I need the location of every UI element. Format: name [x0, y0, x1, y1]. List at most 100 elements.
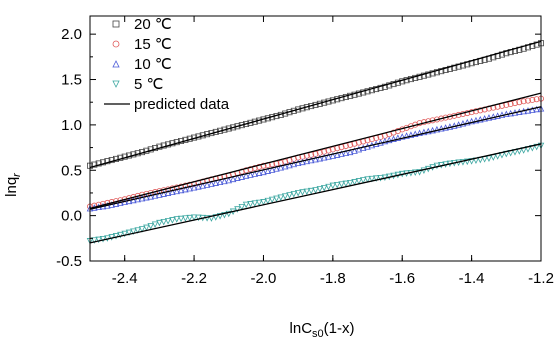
data-point	[260, 199, 267, 206]
data-point	[346, 148, 354, 156]
data-point	[247, 201, 254, 208]
legend-label: predicted data	[134, 96, 230, 113]
data-point	[364, 176, 371, 183]
data-point	[438, 68, 445, 75]
data-point	[394, 134, 402, 141]
data-point	[386, 82, 393, 89]
data-point	[338, 181, 345, 188]
data-point	[477, 107, 484, 114]
data-point	[316, 186, 324, 193]
data-point	[286, 161, 293, 169]
data-point	[359, 177, 367, 184]
data-point	[260, 162, 267, 169]
data-point	[281, 162, 289, 170]
data-point	[338, 150, 345, 157]
data-point	[91, 237, 98, 244]
data-point	[425, 127, 432, 135]
y-axis-title-sub: r	[11, 172, 23, 177]
data-point	[251, 170, 259, 177]
data-point	[130, 228, 137, 236]
data-point	[416, 169, 423, 176]
data-point	[303, 188, 311, 196]
data-point	[156, 143, 163, 150]
predicted-line-1	[89, 92, 542, 210]
data-point	[403, 132, 410, 139]
data-point	[381, 83, 388, 90]
data-point	[212, 179, 220, 186]
x-tick-label: -1.6	[389, 270, 415, 287]
data-point	[147, 193, 154, 200]
data-point	[221, 211, 228, 219]
data-point	[100, 159, 107, 166]
data-point	[346, 179, 354, 187]
data-point	[368, 175, 376, 183]
data-point	[524, 97, 531, 104]
data-point	[143, 224, 150, 232]
data-point	[373, 86, 380, 93]
data-point	[312, 155, 319, 163]
data-point	[182, 185, 189, 193]
data-point	[234, 174, 241, 181]
x-tick-label: -1.8	[320, 270, 346, 287]
data-point	[173, 216, 180, 223]
y-tick-label: 2.0	[61, 26, 82, 43]
data-point	[433, 125, 441, 133]
x-tick-label: -2.2	[181, 270, 207, 287]
data-point	[203, 215, 211, 222]
data-point	[442, 66, 449, 73]
series-3	[86, 142, 545, 245]
data-point	[208, 180, 215, 187]
data-point	[260, 168, 267, 176]
data-point	[533, 96, 540, 103]
legend-label: 5 ℃	[134, 76, 163, 93]
data-point	[481, 115, 488, 122]
data-point	[247, 171, 254, 178]
legend-label: 10 ℃	[134, 56, 172, 73]
y-axis-title-main: lnq	[3, 177, 20, 197]
data-point	[182, 182, 189, 189]
data-point	[390, 135, 397, 142]
data-point	[286, 192, 293, 199]
plot-frame	[89, 15, 542, 262]
data-point	[490, 154, 497, 161]
data-point	[255, 199, 263, 207]
data-point	[242, 201, 250, 209]
data-point	[264, 197, 272, 205]
legend-marker	[112, 80, 120, 88]
data-point	[420, 72, 427, 79]
data-point	[464, 118, 471, 126]
data-point	[225, 176, 233, 184]
data-point	[290, 160, 298, 168]
data-point	[325, 183, 332, 191]
data-point	[160, 190, 167, 197]
data-point	[164, 189, 172, 196]
data-point	[294, 159, 302, 167]
data-point	[199, 182, 206, 189]
data-point	[203, 181, 211, 188]
data-point	[99, 235, 107, 243]
data-point	[190, 214, 198, 221]
data-point	[385, 136, 393, 144]
data-point	[342, 149, 350, 157]
data-point	[290, 191, 298, 198]
data-point	[472, 116, 480, 124]
data-point	[316, 154, 324, 162]
axes: -2.4 -2.2 -2.0 -1.8 -1.6 -1.4 -1.2 -0.5 0.0 0.5 1.…	[56, 15, 554, 287]
data-point	[186, 214, 193, 222]
data-point	[377, 174, 384, 182]
data-point	[368, 87, 375, 94]
data-point	[529, 106, 536, 113]
data-point	[307, 156, 315, 164]
data-point	[411, 130, 419, 137]
data-point	[464, 158, 471, 166]
data-point	[108, 157, 115, 164]
data-point	[312, 187, 319, 194]
data-point	[216, 178, 224, 186]
data-point	[459, 159, 467, 166]
data-point	[268, 196, 276, 204]
y-tick-label: 0.0	[61, 208, 82, 225]
predicted-line-0	[89, 40, 542, 169]
x-axis-title: lnCs0(1-x)	[290, 320, 355, 338]
data-point	[433, 69, 440, 76]
data-point	[177, 215, 185, 223]
